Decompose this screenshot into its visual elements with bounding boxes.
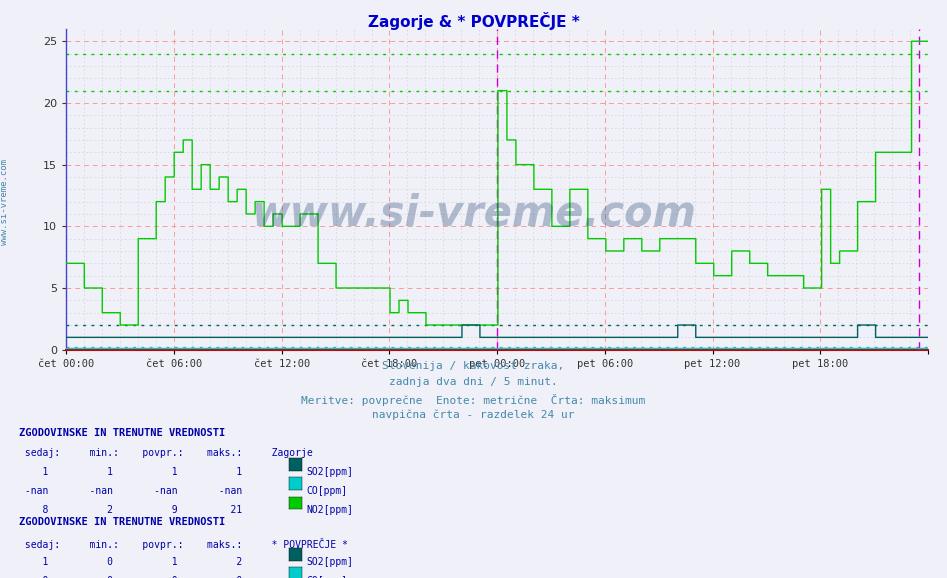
Text: www.si-vreme.com: www.si-vreme.com <box>0 160 9 245</box>
Text: CO[ppm]: CO[ppm] <box>306 576 347 578</box>
Text: navpična črta - razdelek 24 ur: navpična črta - razdelek 24 ur <box>372 410 575 420</box>
Text: NO2[ppm]: NO2[ppm] <box>306 505 353 515</box>
Text: zadnja dva dni / 5 minut.: zadnja dva dni / 5 minut. <box>389 377 558 387</box>
Text: 1          1          1          1: 1 1 1 1 <box>19 467 242 477</box>
Text: sedaj:     min.:    povpr.:    maks.:     Zagorje: sedaj: min.: povpr.: maks.: Zagorje <box>19 448 313 458</box>
Text: Zagorje & * POVPREČJE *: Zagorje & * POVPREČJE * <box>367 12 580 29</box>
Text: -nan       -nan       -nan       -nan: -nan -nan -nan -nan <box>19 486 242 496</box>
Text: ZGODOVINSKE IN TRENUTNE VREDNOSTI: ZGODOVINSKE IN TRENUTNE VREDNOSTI <box>19 517 225 527</box>
Text: Meritve: povprečne  Enote: metrične  Črta: maksimum: Meritve: povprečne Enote: metrične Črta:… <box>301 394 646 406</box>
Text: SO2[ppm]: SO2[ppm] <box>306 467 353 477</box>
Text: sedaj:     min.:    povpr.:    maks.:     * POVPREČJE *: sedaj: min.: povpr.: maks.: * POVPREČJE … <box>19 538 348 550</box>
Text: 0          0          0          0: 0 0 0 0 <box>19 576 242 578</box>
Text: www.si-vreme.com: www.si-vreme.com <box>251 193 696 235</box>
Text: SO2[ppm]: SO2[ppm] <box>306 557 353 566</box>
Text: 1          0          1          2: 1 0 1 2 <box>19 557 242 566</box>
Text: ZGODOVINSKE IN TRENUTNE VREDNOSTI: ZGODOVINSKE IN TRENUTNE VREDNOSTI <box>19 428 225 438</box>
Text: Slovenija / kakovost zraka,: Slovenija / kakovost zraka, <box>383 361 564 371</box>
Text: CO[ppm]: CO[ppm] <box>306 486 347 496</box>
Text: 8          2          9         21: 8 2 9 21 <box>19 505 242 515</box>
